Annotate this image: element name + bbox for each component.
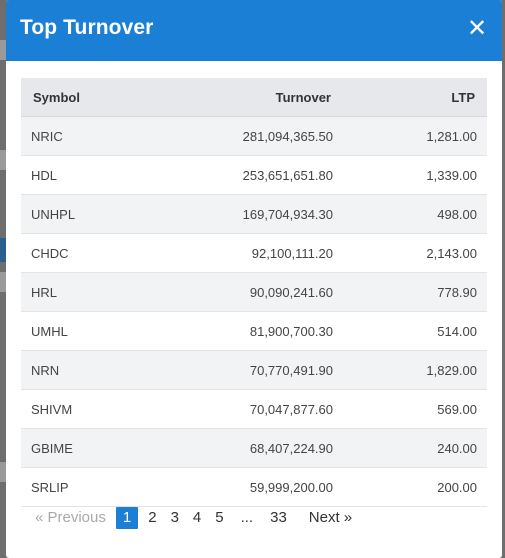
cell-ltp: 1,829.00	[343, 350, 487, 390]
pagination: « Previous 1 2 3 4 5 ... 33 Next »	[28, 507, 359, 529]
cell-turnover: 68,407,224.90	[195, 428, 343, 468]
page-button-3[interactable]: 3	[170, 509, 179, 526]
table-row[interactable]: HRL 90,090,241.60 778.90	[21, 272, 487, 312]
cell-symbol: SHIVM	[21, 389, 195, 429]
table-row[interactable]: NRIC 281,094,365.50 1,281.00	[21, 116, 487, 156]
column-header-turnover[interactable]: Turnover	[195, 78, 343, 117]
cell-turnover: 169,704,934.30	[195, 194, 343, 234]
cell-symbol: NRIC	[21, 116, 195, 156]
table-row[interactable]: CHDC 92,100,111.20 2,143.00	[21, 233, 487, 273]
pagination-ellipsis: ...	[240, 509, 254, 526]
cell-ltp: 200.00	[343, 467, 487, 507]
backdrop-fragment	[0, 462, 8, 482]
next-page-button[interactable]: Next »	[308, 509, 353, 526]
cell-turnover: 70,047,877.60	[195, 389, 343, 429]
page-button-1[interactable]: 1	[115, 507, 139, 529]
cell-ltp: 2,143.00	[343, 233, 487, 273]
modal-header: Top Turnover ✕	[6, 0, 502, 61]
cell-symbol: NRN	[21, 350, 195, 390]
table-row[interactable]: UMHL 81,900,700.30 514.00	[21, 311, 487, 351]
turnover-table-container: Symbol Turnover LTP NRIC 281,094,365.50 …	[21, 78, 487, 507]
table-row[interactable]: SHIVM 70,047,877.60 569.00	[21, 389, 487, 429]
cell-symbol: GBIME	[21, 428, 195, 468]
backdrop-fragment	[0, 40, 8, 60]
table-header-row: Symbol Turnover LTP	[21, 78, 487, 117]
page-button-2[interactable]: 2	[148, 509, 157, 526]
cell-turnover: 90,090,241.60	[195, 272, 343, 312]
column-header-symbol[interactable]: Symbol	[21, 78, 195, 117]
table-row[interactable]: UNHPL 169,704,934.30 498.00	[21, 194, 487, 234]
cell-ltp: 498.00	[343, 194, 487, 234]
cell-ltp: 778.90	[343, 272, 487, 312]
modal-title: Top Turnover	[20, 16, 154, 39]
page-button-5[interactable]: 5	[215, 509, 224, 526]
top-turnover-modal: Top Turnover ✕ Symbol Turnover LTP NRIC …	[6, 0, 502, 558]
cell-symbol: UMHL	[21, 311, 195, 351]
cell-turnover: 92,100,111.20	[195, 233, 343, 273]
cell-ltp: 240.00	[343, 428, 487, 468]
cell-turnover: 281,094,365.50	[195, 116, 343, 156]
cell-symbol: SRLIP	[21, 467, 195, 507]
previous-page-button[interactable]: « Previous	[35, 509, 106, 526]
backdrop-fragment	[0, 238, 6, 262]
cell-symbol: UNHPL	[21, 194, 195, 234]
cell-turnover: 81,900,700.30	[195, 311, 343, 351]
table-row[interactable]: SRLIP 59,999,200.00 200.00	[21, 467, 487, 507]
page-button-4[interactable]: 4	[192, 509, 202, 526]
page-button-last[interactable]: 33	[270, 509, 287, 526]
turnover-table: Symbol Turnover LTP NRIC 281,094,365.50 …	[21, 78, 487, 507]
cell-symbol: HDL	[21, 155, 195, 195]
cell-turnover: 59,999,200.00	[195, 467, 343, 507]
cell-ltp: 514.00	[343, 311, 487, 351]
cell-symbol: HRL	[21, 272, 195, 312]
table-row[interactable]: HDL 253,651,651.80 1,339.00	[21, 155, 487, 195]
backdrop-fragment	[0, 150, 8, 170]
close-icon[interactable]: ✕	[466, 15, 488, 42]
cell-turnover: 253,651,651.80	[195, 155, 343, 195]
backdrop-fragment	[0, 272, 8, 292]
cell-ltp: 1,281.00	[343, 116, 487, 156]
table-row[interactable]: GBIME 68,407,224.90 240.00	[21, 428, 487, 468]
column-header-ltp[interactable]: LTP	[343, 78, 487, 117]
cell-turnover: 70,770,491.90	[195, 350, 343, 390]
cell-ltp: 569.00	[343, 389, 487, 429]
cell-symbol: CHDC	[21, 233, 195, 273]
cell-ltp: 1,339.00	[343, 155, 487, 195]
table-row[interactable]: NRN 70,770,491.90 1,829.00	[21, 350, 487, 390]
